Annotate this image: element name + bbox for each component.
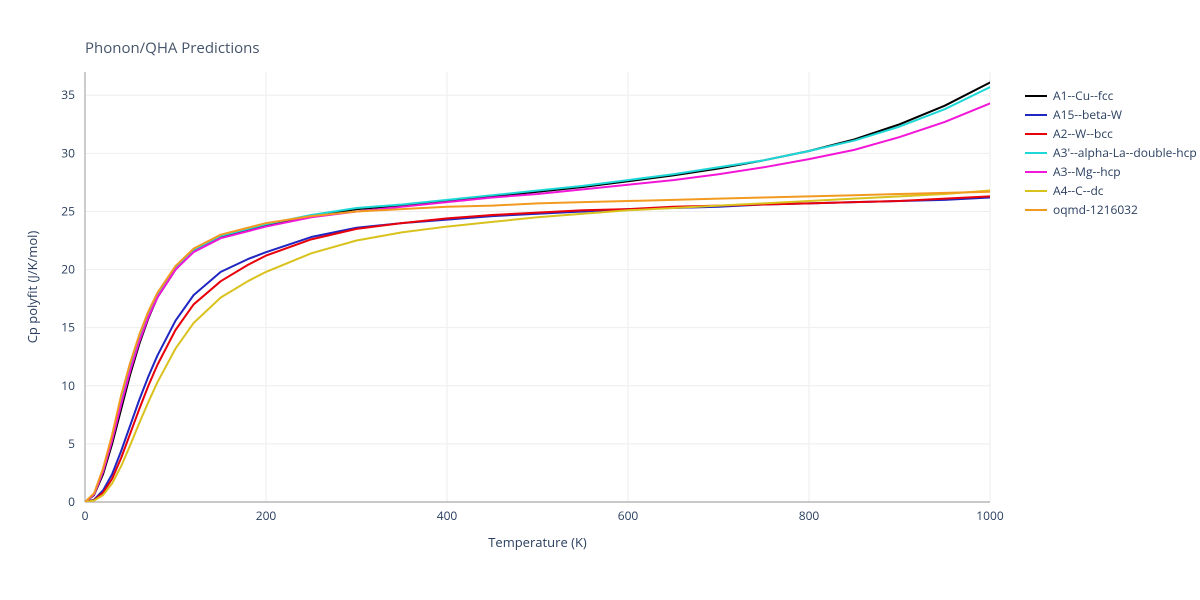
x-tick-label: 400: [437, 507, 458, 524]
legend-swatch: [1025, 95, 1047, 97]
x-tick-label: 200: [256, 507, 277, 524]
x-tick-label: 1000: [976, 507, 1004, 524]
legend-swatch: [1025, 114, 1047, 116]
legend-item[interactable]: oqmd-1216032: [1025, 200, 1197, 219]
y-axis-label: Cp polyfit (J/K/mol): [23, 231, 41, 344]
x-tick-label: 600: [618, 507, 639, 524]
chart-container: Phonon/QHA Predictions 02004006008001000…: [0, 0, 1200, 600]
legend-item[interactable]: A1--Cu--fcc: [1025, 86, 1197, 105]
legend-swatch: [1025, 152, 1047, 154]
series-line[interactable]: [85, 82, 990, 502]
y-tick-label: 5: [68, 435, 75, 452]
series-line[interactable]: [85, 196, 990, 502]
legend-swatch: [1025, 133, 1047, 135]
legend-item[interactable]: A15--beta-W: [1025, 105, 1197, 124]
y-tick-label: 30: [61, 144, 75, 161]
legend-label: A1--Cu--fcc: [1053, 87, 1113, 104]
y-tick-label: 10: [61, 377, 75, 394]
y-tick-label: 25: [61, 202, 75, 219]
series-line[interactable]: [85, 103, 990, 502]
x-tick-label: 0: [82, 507, 89, 524]
y-tick-label: 20: [61, 261, 75, 278]
y-tick-label: 35: [61, 86, 75, 103]
legend-label: oqmd-1216032: [1053, 201, 1138, 218]
legend: A1--Cu--fcc A15--beta-W A2--W--bcc A3'--alp…: [1025, 86, 1197, 219]
legend-swatch: [1025, 209, 1047, 211]
legend-swatch: [1025, 171, 1047, 173]
legend-item[interactable]: A3'--alpha-La--double-hcp: [1025, 143, 1197, 162]
legend-label: A2--W--bcc: [1053, 125, 1113, 142]
legend-label: A3--Mg--hcp: [1053, 163, 1121, 180]
legend-label: A15--beta-W: [1053, 106, 1122, 123]
legend-swatch: [1025, 190, 1047, 192]
chart-title: Phonon/QHA Predictions: [85, 38, 260, 58]
x-axis-label: Temperature (K): [488, 533, 587, 551]
legend-item[interactable]: A4--C--dc: [1025, 181, 1197, 200]
legend-label: A3'--alpha-La--double-hcp: [1053, 144, 1197, 161]
y-tick-label: 0: [68, 493, 75, 510]
legend-item[interactable]: A2--W--bcc: [1025, 124, 1197, 143]
y-tick-label: 15: [61, 319, 75, 336]
legend-item[interactable]: A3--Mg--hcp: [1025, 162, 1197, 181]
series-line[interactable]: [85, 198, 990, 502]
x-tick-label: 800: [799, 507, 820, 524]
legend-label: A4--C--dc: [1053, 182, 1104, 199]
chart-svg: 0 200 400 600 800 1000 0 5 10 15 20 25 30 35 Temperatu…: [0, 0, 1200, 600]
